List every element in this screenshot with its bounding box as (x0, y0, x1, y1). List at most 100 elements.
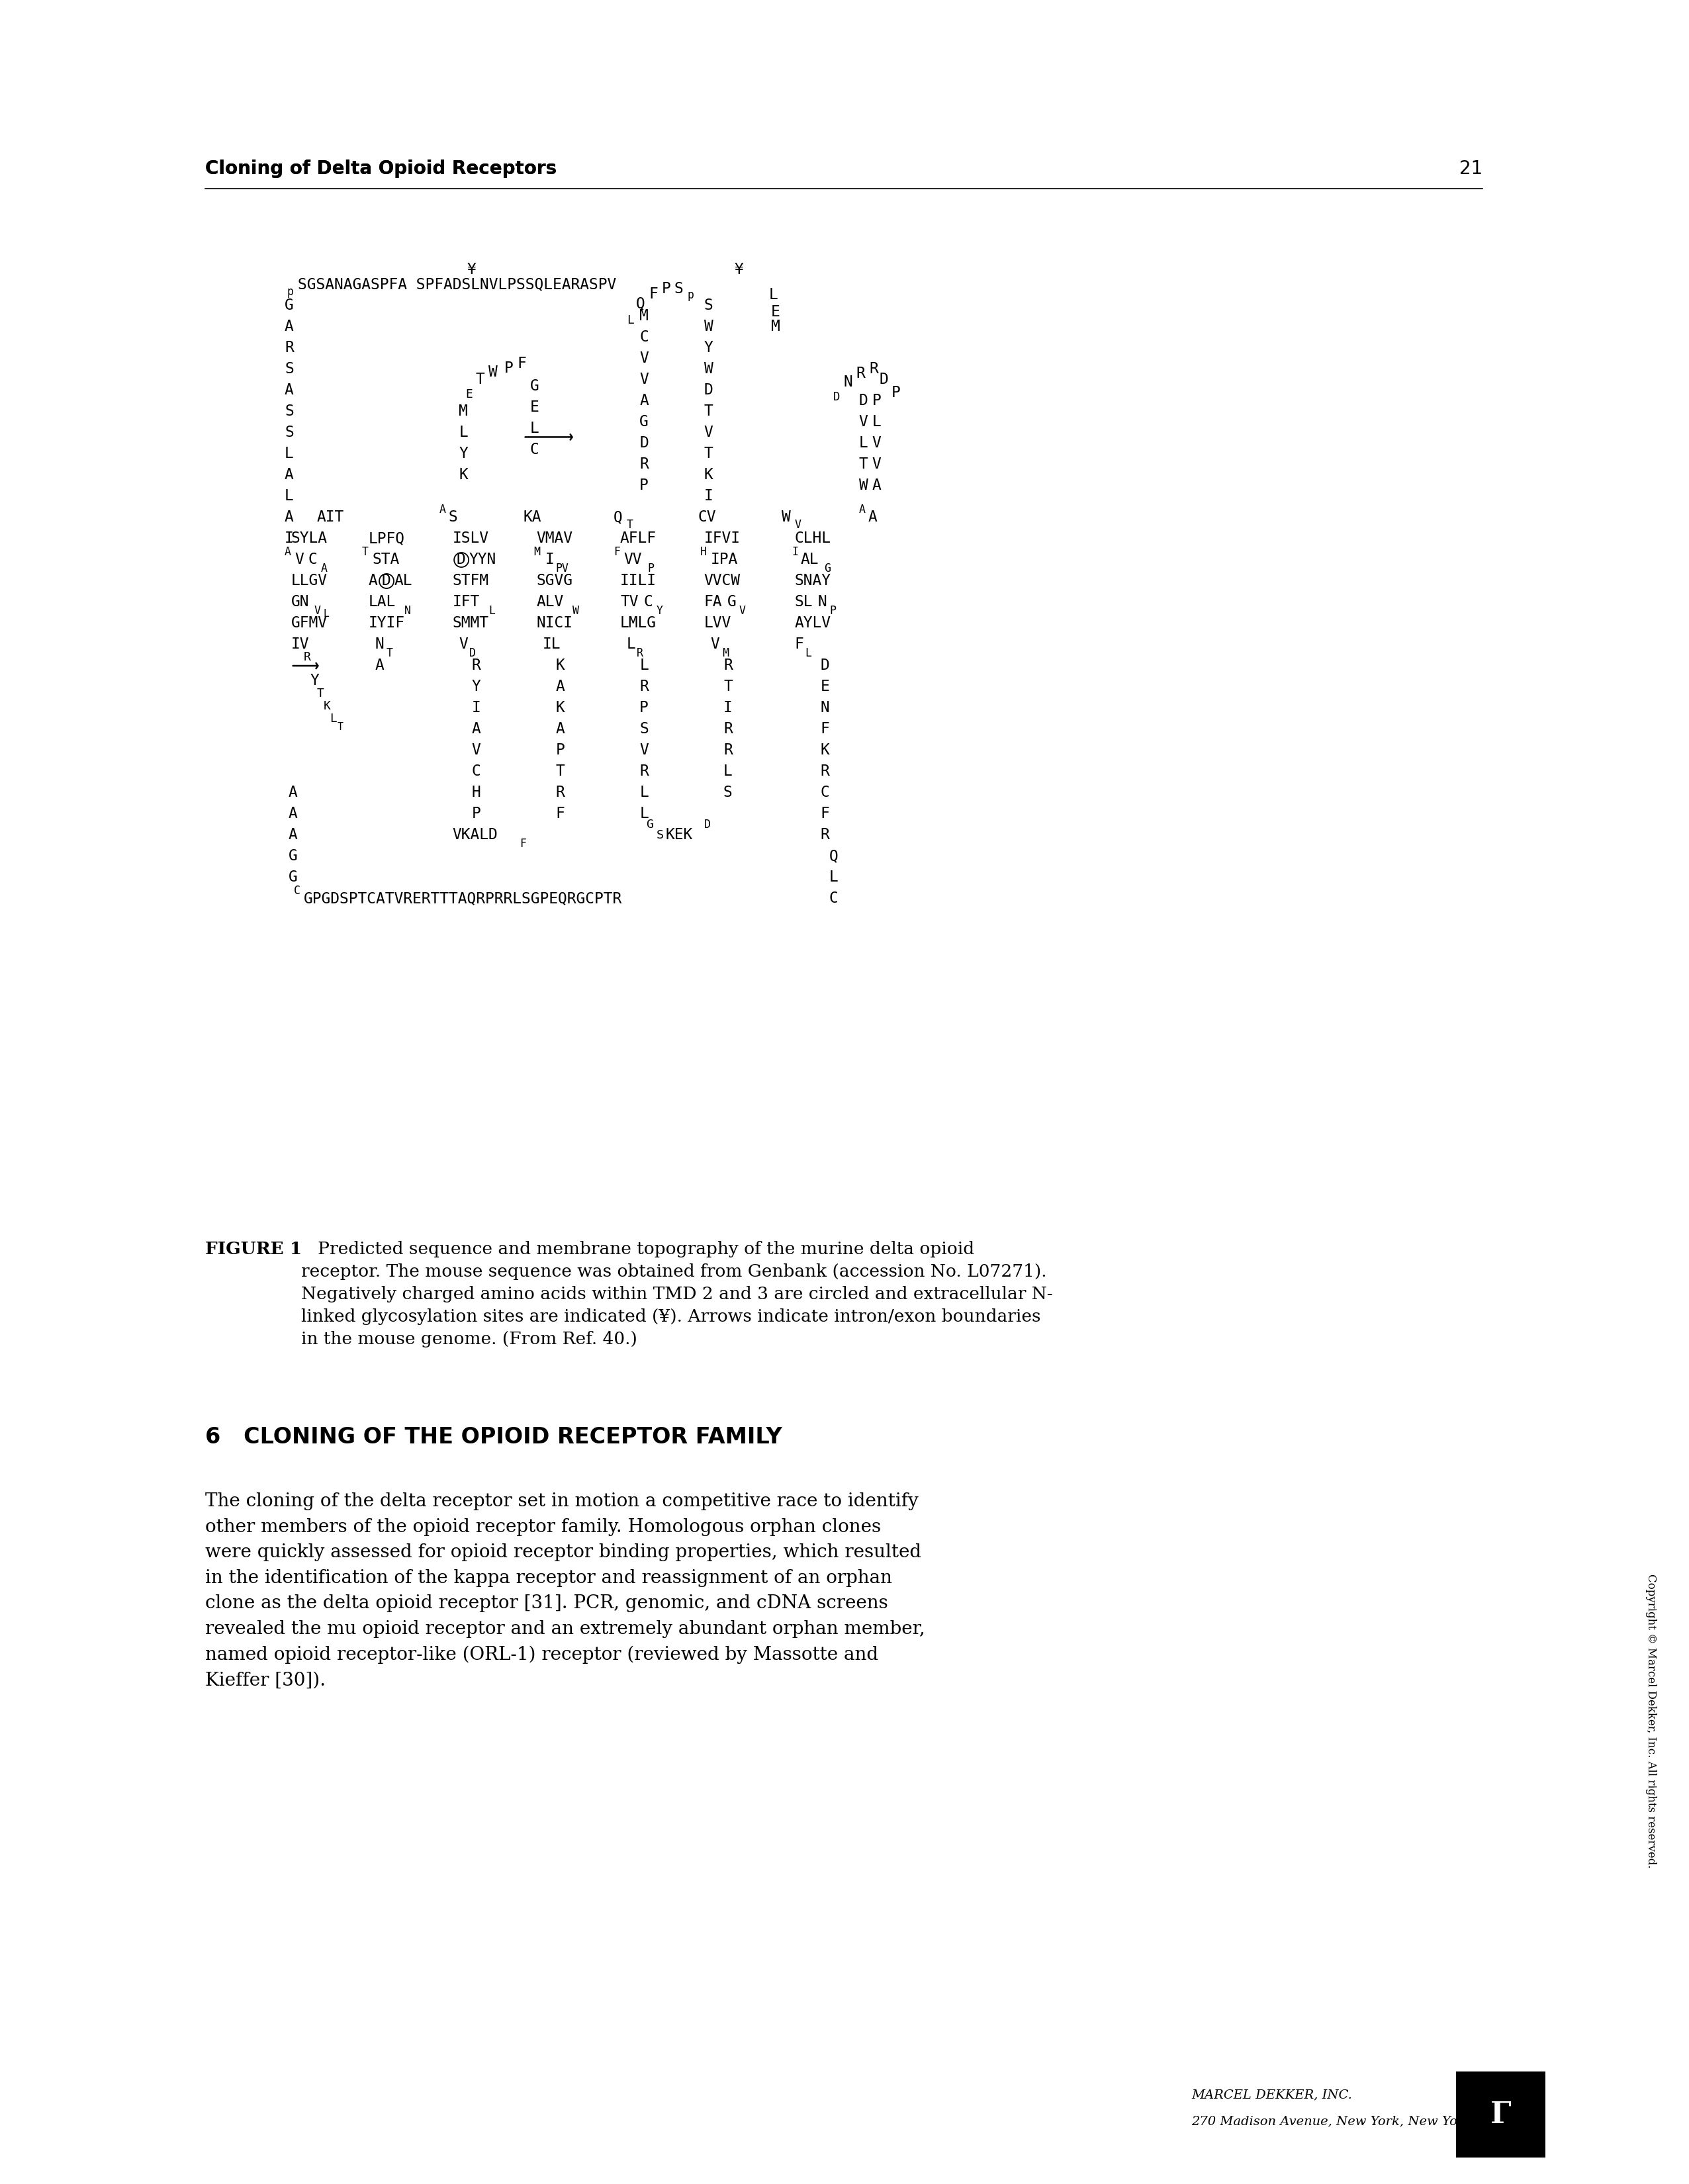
Text: A: A (368, 574, 378, 590)
Text: L: L (872, 415, 882, 430)
Text: I: I (792, 546, 799, 557)
Text: C: C (307, 553, 318, 568)
Text: G: G (530, 378, 539, 393)
Text: AYLV: AYLV (794, 616, 831, 631)
Text: V: V (296, 553, 304, 568)
Text: R: R (856, 367, 865, 382)
Text: R: R (723, 657, 733, 673)
Text: W: W (704, 363, 713, 378)
Text: AL: AL (801, 553, 819, 568)
Text: GN: GN (291, 594, 309, 609)
Text: F: F (613, 546, 620, 557)
Text: A: A (872, 478, 882, 494)
Text: F: F (520, 839, 525, 850)
Text: SGSANAGASPFA SPFADSLNVLPSSQLEARASPV: SGSANAGASPFA SPFADSLNVLPSSQLEARASPV (297, 277, 616, 293)
Text: N: N (405, 605, 410, 616)
Text: L: L (459, 426, 468, 441)
Text: M: M (772, 319, 780, 334)
Text: C: C (294, 885, 301, 898)
Text: V: V (314, 605, 321, 616)
Text: VKALD: VKALD (453, 828, 498, 843)
Text: IPA: IPA (711, 553, 738, 568)
Text: p: p (287, 286, 294, 297)
Text: FA: FA (704, 594, 723, 609)
Text: F: F (821, 721, 829, 736)
Text: Cloning of Delta Opioid Receptors: Cloning of Delta Opioid Receptors (204, 159, 557, 179)
Text: T: T (860, 456, 868, 472)
Text: D: D (456, 553, 466, 568)
Text: LMLG: LMLG (620, 616, 657, 631)
Text: L: L (723, 764, 733, 780)
Text: IFVI: IFVI (704, 531, 740, 546)
Text: D: D (821, 657, 829, 673)
Text: TV: TV (620, 594, 638, 609)
Text: YYN: YYN (470, 553, 497, 568)
Text: L: L (860, 437, 868, 452)
Text: VV: VV (623, 553, 642, 568)
Text: LPFQ: LPFQ (368, 531, 405, 546)
Text: SMMT: SMMT (453, 616, 488, 631)
Text: N: N (821, 701, 829, 716)
Text: F: F (556, 806, 564, 821)
Text: K: K (556, 657, 564, 673)
Text: p: p (687, 288, 694, 301)
Text: IL: IL (542, 638, 561, 653)
Text: R: R (640, 679, 649, 695)
Text: P: P (647, 563, 654, 574)
Text: A: A (640, 393, 649, 408)
Text: W: W (704, 319, 713, 334)
Text: L: L (768, 288, 777, 304)
Text: R: R (556, 786, 564, 802)
Text: N: N (817, 594, 826, 609)
Text: L: L (323, 609, 329, 618)
Text: AFLF: AFLF (620, 531, 657, 546)
Text: E: E (772, 304, 780, 319)
Text: L: L (329, 712, 336, 725)
Text: PV: PV (556, 563, 569, 574)
Text: D: D (880, 371, 888, 387)
Text: ALV: ALV (535, 594, 564, 609)
Text: 270 Madison Avenue, New York, New York 10016: 270 Madison Avenue, New York, New York 1… (1191, 2114, 1517, 2127)
Text: VVCW: VVCW (704, 574, 740, 590)
Text: L: L (284, 446, 294, 461)
Text: The cloning of the delta receptor set in motion a competitive race to identify
o: The cloning of the delta receptor set in… (204, 1492, 926, 1688)
Text: W: W (573, 605, 579, 616)
Text: V: V (704, 426, 713, 441)
Text: T: T (338, 723, 343, 732)
Text: S: S (723, 786, 733, 802)
Text: D: D (470, 646, 476, 660)
Text: I: I (704, 489, 713, 505)
Text: E: E (464, 389, 473, 400)
Text: IILI: IILI (620, 574, 657, 590)
Text: A: A (289, 828, 297, 843)
Text: K: K (556, 701, 564, 716)
Text: V: V (860, 415, 868, 430)
Text: M: M (534, 546, 540, 557)
Text: N: N (375, 638, 383, 653)
Text: R: R (284, 341, 294, 356)
Text: SYLA: SYLA (291, 531, 328, 546)
Text: T: T (318, 688, 324, 699)
Text: Y: Y (311, 673, 319, 688)
Text: Copyright © Marcel Dekker, Inc. All rights reserved.: Copyright © Marcel Dekker, Inc. All righ… (1645, 1575, 1657, 1867)
Text: Q: Q (613, 509, 623, 524)
Text: E: E (821, 679, 829, 695)
Text: T: T (476, 371, 485, 387)
Text: A: A (556, 679, 564, 695)
Text: IFT: IFT (453, 594, 480, 609)
Text: S: S (284, 426, 294, 441)
Text: E: E (530, 400, 539, 415)
Text: Q: Q (829, 850, 838, 865)
Text: N: N (843, 373, 853, 389)
Text: C: C (644, 594, 652, 609)
Text: M: M (723, 646, 728, 660)
Text: V: V (640, 371, 649, 387)
Text: P: P (471, 806, 481, 821)
Text: G: G (289, 869, 297, 885)
Text: G: G (728, 594, 736, 609)
Text: V: V (711, 638, 720, 653)
Text: SL: SL (794, 594, 812, 609)
Text: S: S (674, 282, 684, 297)
Text: K: K (459, 467, 468, 483)
Text: G: G (640, 415, 649, 430)
